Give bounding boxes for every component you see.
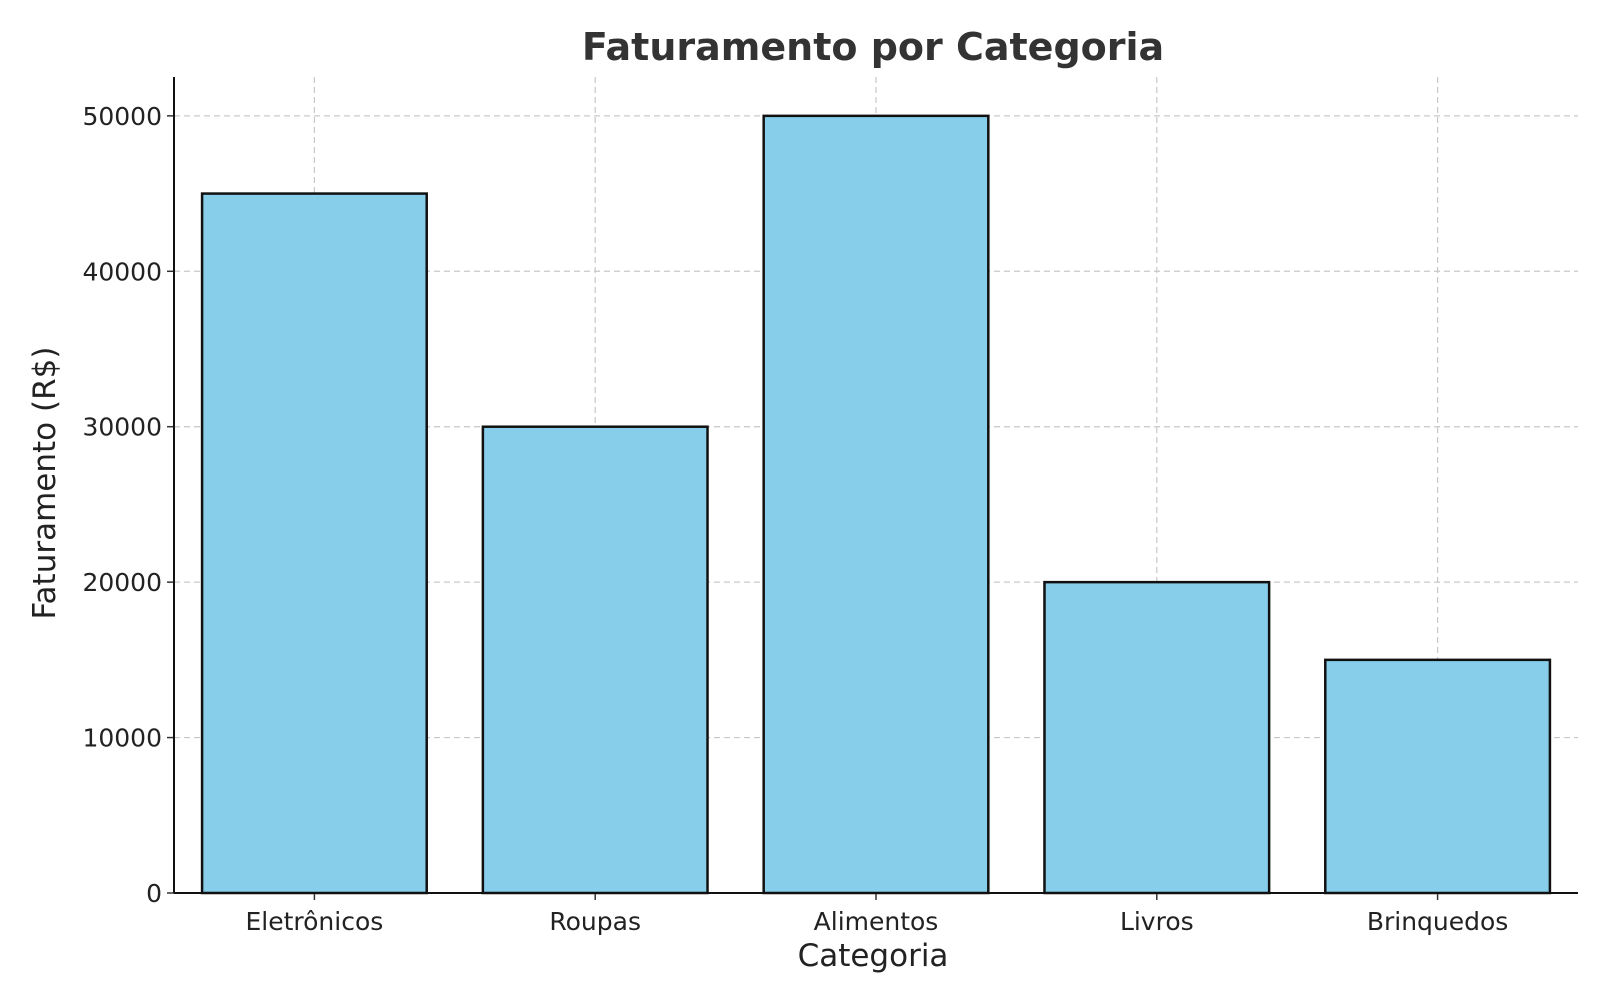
bar-brinquedos (1324, 658, 1552, 895)
x-tick-label: Roupas (549, 907, 641, 936)
y-tick-label: 50000 (82, 102, 162, 131)
y-tick-label: 40000 (82, 257, 162, 286)
bar-alimentos (762, 114, 990, 895)
bars (200, 114, 1552, 895)
x-tick-label: Brinquedos (1367, 907, 1509, 936)
y-tick-label: 20000 (82, 568, 162, 597)
bar-eletrônicos (200, 192, 428, 895)
x-tick-label: Livros (1120, 907, 1194, 936)
x-tick-label: Alimentos (814, 907, 939, 936)
y-axis-label: Faturamento (R$) (27, 347, 63, 620)
y-tick-label: 30000 (82, 413, 162, 442)
labels: Faturamento por Categoria Categoria Fatu… (27, 25, 1164, 974)
bar-roupas (481, 425, 709, 895)
x-tick-label: Eletrônicos (245, 907, 383, 936)
x-axis-label: Categoria (798, 938, 949, 974)
y-tick-label: 10000 (82, 724, 162, 753)
axes: 0 10000 20000 30000 40000 50000 Eletrônicos Rou… (82, 77, 1578, 936)
bar-livros (1043, 580, 1271, 895)
y-tick-label: 0 (146, 879, 162, 908)
chart-title: Faturamento por Categoria (582, 25, 1164, 69)
